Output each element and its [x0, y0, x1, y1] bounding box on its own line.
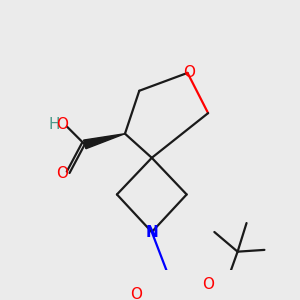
Text: H: H: [49, 117, 60, 132]
Text: O: O: [202, 277, 214, 292]
Polygon shape: [84, 134, 125, 149]
Text: O: O: [130, 287, 142, 300]
Text: O: O: [56, 117, 68, 132]
Text: O: O: [183, 65, 195, 80]
Text: N: N: [146, 224, 158, 239]
Text: O: O: [56, 166, 68, 181]
